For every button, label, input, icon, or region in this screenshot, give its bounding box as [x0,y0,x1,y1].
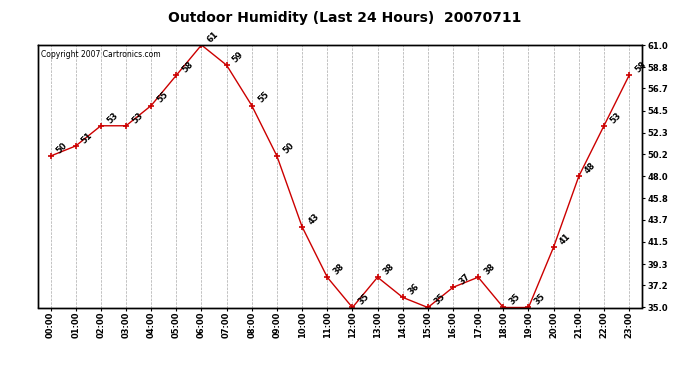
Text: 38: 38 [382,262,396,276]
Text: Copyright 2007 Cartronics.com: Copyright 2007 Cartronics.com [41,50,161,59]
Text: 35: 35 [508,292,522,307]
Text: 59: 59 [230,50,246,64]
Text: 53: 53 [608,110,622,125]
Text: 35: 35 [533,292,547,307]
Text: 53: 53 [130,110,145,125]
Text: 50: 50 [55,141,69,155]
Text: 36: 36 [407,282,422,297]
Text: 37: 37 [457,272,472,286]
Text: 43: 43 [306,211,321,226]
Text: Outdoor Humidity (Last 24 Hours)  20070711: Outdoor Humidity (Last 24 Hours) 2007071… [168,11,522,25]
Text: 41: 41 [558,231,573,246]
Text: 55: 55 [155,90,170,105]
Text: 51: 51 [80,130,95,145]
Text: 58: 58 [633,60,648,75]
Text: 50: 50 [281,141,296,155]
Text: 61: 61 [206,30,220,44]
Text: 35: 35 [357,292,371,307]
Text: 53: 53 [105,110,119,125]
Text: 55: 55 [256,90,270,105]
Text: 38: 38 [331,262,346,276]
Text: 35: 35 [432,292,446,307]
Text: 38: 38 [482,262,497,276]
Text: 58: 58 [181,60,195,75]
Text: 48: 48 [583,161,598,176]
